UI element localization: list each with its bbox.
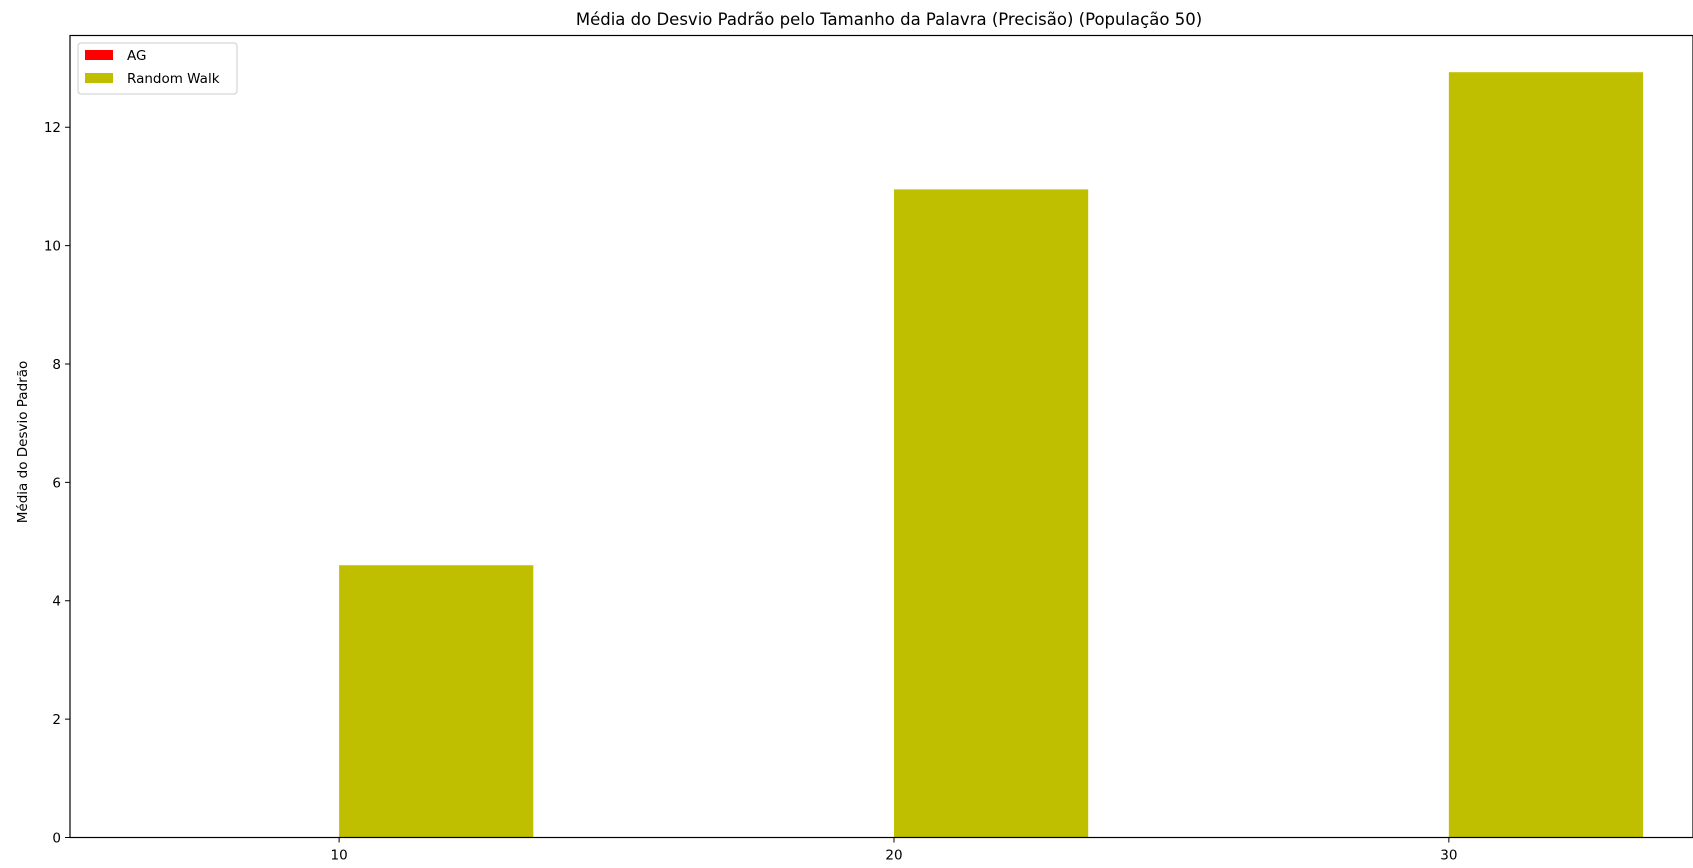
x-axis: 10 20 30 xyxy=(331,837,1457,864)
y-tick-label: 8 xyxy=(52,357,61,373)
y-tick-label: 4 xyxy=(52,594,61,610)
y-tick-label: 2 xyxy=(52,712,61,728)
legend-frame xyxy=(77,42,238,95)
legend-swatch-ag xyxy=(85,50,113,60)
bar-random-walk-10 xyxy=(339,565,534,838)
y-tick-label: 12 xyxy=(44,120,61,136)
bar-random-walk-20 xyxy=(893,189,1089,838)
legend-label-random-walk: Random Walk xyxy=(127,71,220,87)
legend: AG Random Walk xyxy=(77,42,238,95)
x-tick-label: 20 xyxy=(885,848,902,864)
bars-layer xyxy=(339,72,1644,838)
y-axis: 0 2 4 6 8 10 12 xyxy=(44,120,70,847)
chart-title: Média do Desvio Padrão pelo Tamanho da P… xyxy=(576,10,1202,29)
y-tick-label: 0 xyxy=(52,831,61,847)
x-tick-label: 30 xyxy=(1440,848,1457,864)
legend-label-ag: AG xyxy=(127,48,146,64)
y-tick-label: 10 xyxy=(44,239,61,255)
legend-swatch-random-walk xyxy=(85,73,113,83)
y-axis-label: Média do Desvio Padrão xyxy=(15,361,31,523)
x-tick-label: 10 xyxy=(331,848,348,864)
y-tick-label: 6 xyxy=(52,475,61,491)
plot-frame xyxy=(69,34,1693,839)
bar-random-walk-30 xyxy=(1448,72,1644,838)
plot-area: 0 2 4 6 8 10 12 10 20 30 xyxy=(44,34,1693,864)
